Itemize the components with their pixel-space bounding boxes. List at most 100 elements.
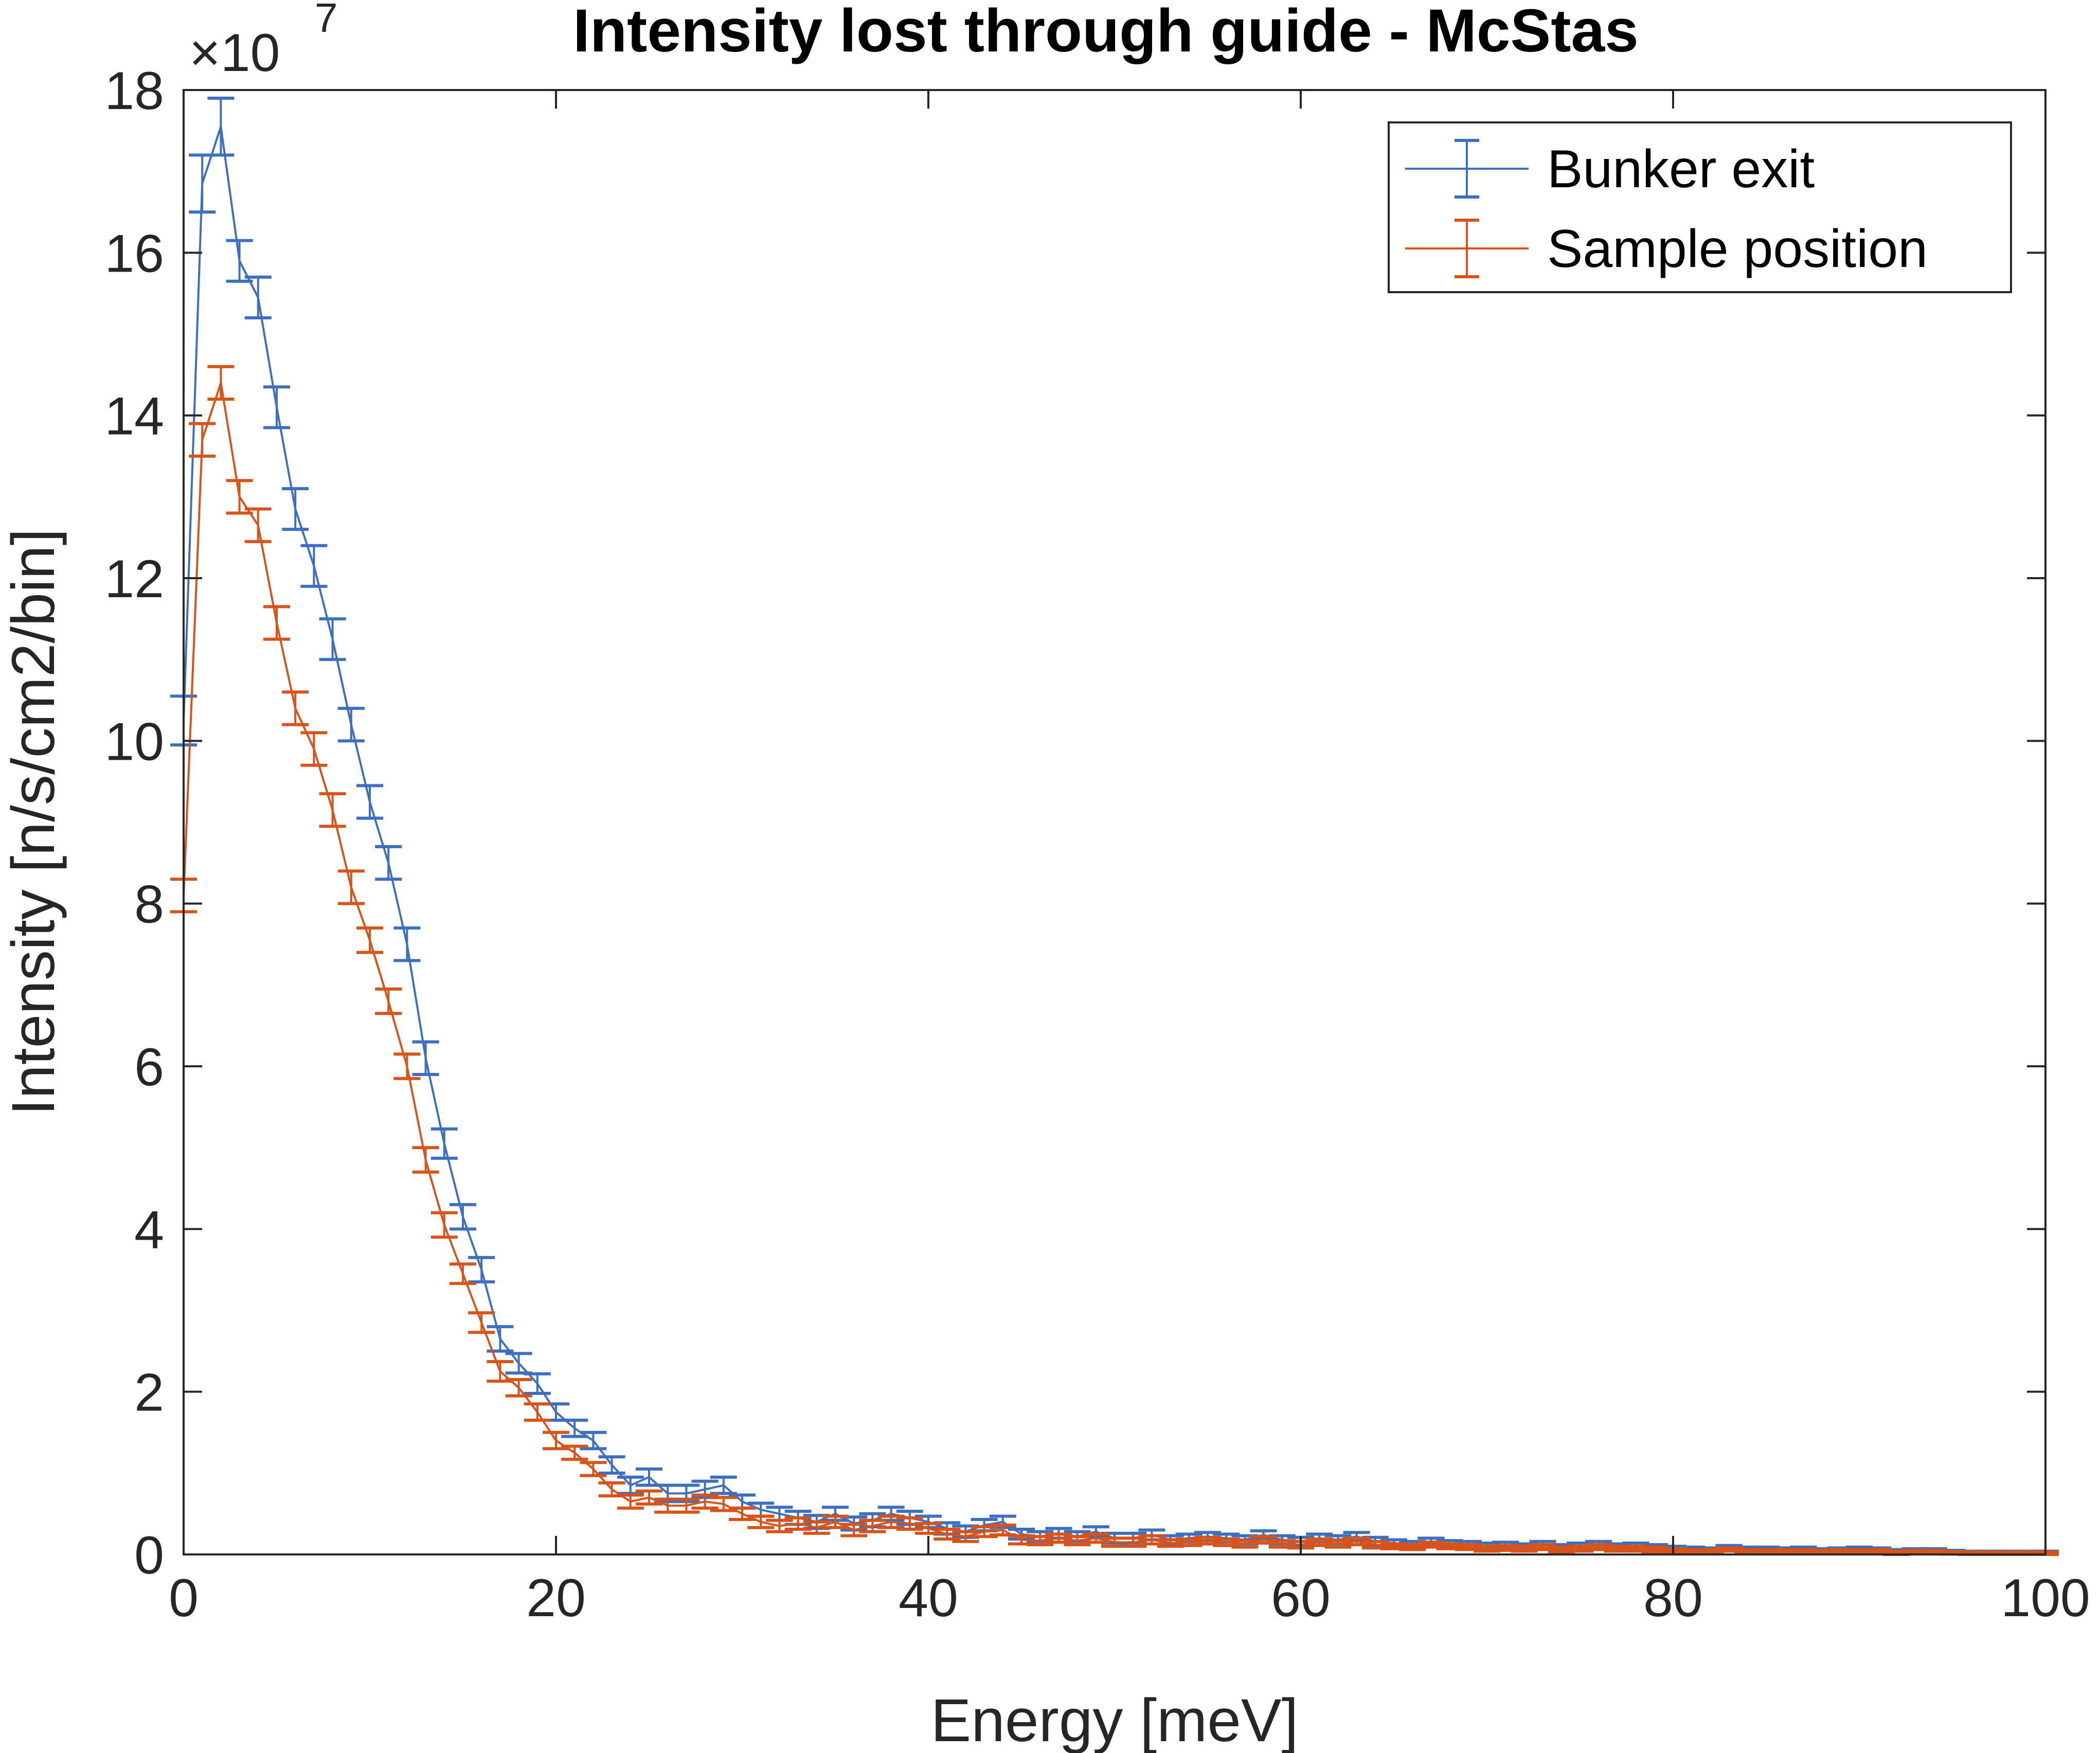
error-bar [412,1040,439,1076]
error-bar [207,365,235,401]
error-bar [319,617,346,661]
error-bar [840,1523,868,1537]
error-bar [1511,1545,1538,1553]
error-bar [487,1360,514,1383]
legend-entry: Bunker exit [1405,139,1815,199]
error-bar [561,1444,588,1461]
error-bar [971,1525,998,1539]
error-bar [319,792,346,828]
error-bar [244,275,272,319]
error-bar [561,1419,588,1438]
x-tick-label: 0 [169,1568,199,1628]
y-axis-label: Intensity [n/s/cm2/bin] [0,528,67,1115]
error-bar [356,784,383,820]
error-bar [580,1461,607,1477]
y-tick-label: 8 [134,875,164,935]
y-multiplier: ×10 [189,23,280,83]
error-bar [915,1522,942,1535]
error-bar [1138,1534,1165,1546]
error-bar [691,1493,719,1510]
legend-label: Bunker exit [1547,139,1815,199]
error-bar [1045,1532,1072,1544]
y-tick-label: 12 [104,549,164,609]
y-tick-label: 6 [134,1038,164,1097]
error-bar [505,1378,532,1398]
error-bar [282,487,309,531]
error-bar [226,479,253,515]
y-multiplier-exponent: 7 [315,0,338,41]
error-bar [375,845,402,881]
error-bar [1027,1535,1054,1547]
error-bar [356,926,383,954]
y-tick-label: 4 [134,1200,164,1260]
error-bar [859,1518,886,1533]
y-tick-label: 16 [104,224,164,283]
error-bar [430,1211,458,1239]
error-bar [1064,1535,1091,1547]
y-tick-label: 18 [104,61,164,121]
error-bar [524,1402,551,1422]
y-tick-label: 14 [104,387,164,446]
x-tick-label: 80 [1643,1568,1703,1628]
error-bar [710,1496,737,1512]
x-tick-label: 100 [2001,1568,2090,1628]
error-bar [1324,1539,1352,1549]
error-bar [822,1514,849,1529]
error-bar [263,385,290,430]
error-bar [747,1514,775,1529]
error-bar [710,1475,737,1495]
error-bar [263,605,290,641]
error-bar [1194,1535,1221,1546]
error-bar [468,1256,495,1284]
x-tick-label: 40 [899,1568,958,1628]
plot-area-frame [183,89,2047,1555]
error-bar [543,1430,569,1451]
error-bar [1343,1536,1370,1547]
error-bar [300,731,328,767]
error-bar [1455,1543,1482,1551]
y-tick-label: 2 [134,1363,164,1423]
error-bar [337,869,365,905]
y-tick-label: 0 [134,1526,164,1585]
error-bar [1306,1537,1333,1547]
error-bar [673,1497,700,1514]
legend-box [1388,121,2012,293]
error-bar [766,1518,793,1533]
error-bar [803,1520,830,1535]
error-bar [375,987,402,1015]
legend-entry: Sample position [1405,219,1928,279]
series-layer [170,96,2059,1556]
error-bar [1399,1543,1426,1551]
legend-label: Sample position [1547,219,1928,279]
y-tick-label: 10 [104,712,164,772]
error-bar [282,690,309,726]
error-bar [617,1493,644,1510]
error-bar [524,1372,551,1395]
error-bar [207,96,235,157]
error-bar [1231,1539,1259,1549]
error-bar [1417,1541,1445,1549]
error-bar [412,1146,439,1174]
y-exponent-label: ×10 7 [189,0,338,83]
error-bar [487,1325,514,1353]
error-bar [393,926,421,962]
error-bar [1567,1545,1593,1553]
error-bar [1529,1543,1556,1551]
error-bar [1213,1537,1240,1547]
error-bar [189,422,216,458]
error-bar [450,1203,476,1231]
error-bar [244,507,272,543]
error-bar [729,1506,756,1521]
error-bar [952,1530,979,1543]
error-bar [877,1514,905,1529]
error-bar [896,1516,923,1531]
error-bar [300,544,328,588]
error-bar [1120,1536,1147,1548]
error-bar [1864,1548,1892,1554]
error-bar [1585,1543,1612,1551]
legend-entries: Bunker exit Sample position [1405,139,1928,279]
legend: Bunker exit Sample position [1388,121,2012,293]
chart-title: Intensity lost through guide - McStas [573,0,1639,65]
error-bar [580,1430,607,1451]
